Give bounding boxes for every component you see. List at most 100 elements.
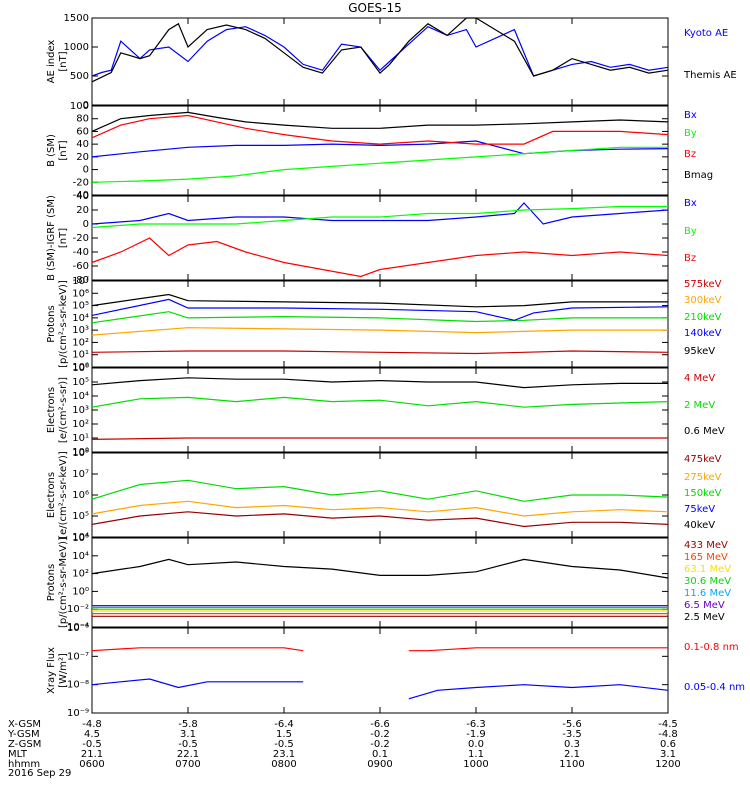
x-row-value: -6.4 [274, 719, 294, 730]
y-tick-label: 10² [72, 569, 89, 580]
legend-label: 95keV [684, 346, 715, 357]
y-axis-label: [e/(cm²-s-sr)] [58, 377, 69, 443]
date-label: 2016 Sep 29 [8, 768, 71, 779]
x-axis: X-GSM -4.8 -5.8 -6.4 -6.6 -6.3 -5.6 -4.5 Y-GSM 4.… [7, 719, 681, 770]
x-row-value: -5.8 [178, 719, 198, 730]
x-row-value: 0600 [79, 759, 104, 770]
series-line [91, 377, 668, 389]
x-row-value: -4.5 [658, 719, 678, 730]
x-row-value: 0.6 [660, 739, 676, 750]
y-tick-label: -40 [73, 190, 89, 201]
x-row-value: 3.1 [180, 729, 196, 740]
legend-label: 275keV [684, 472, 722, 483]
x-row-label: hhmm [8, 759, 40, 770]
legend-label: 475keV [684, 454, 722, 465]
x-row-value: 0.1 [372, 749, 388, 760]
series-line [91, 350, 669, 355]
panel-electrons-mev: 10⁰ 10¹ 10² 10³ 10⁴ 10⁵ 10⁶ Electrons [e/(cm²-s-… [46, 363, 725, 458]
y-axis-label: Protons [46, 564, 57, 601]
y-tick-label: 0 [83, 100, 89, 111]
series-line [91, 17, 669, 83]
y-axis-label: AE index [46, 40, 57, 84]
y-tick-label: 80 [76, 114, 89, 125]
series-line [91, 114, 669, 145]
legend-label: 140keV [684, 328, 722, 339]
y-tick-label: 10⁵ [72, 301, 89, 312]
x-row-value: 0.3 [564, 739, 580, 750]
x-row-value: 2.1 [564, 749, 580, 760]
y-tick-label: 500 [70, 71, 89, 82]
y-tick-label: 10⁶ [72, 490, 89, 501]
y-tick-label: 10⁸ [72, 448, 89, 459]
x-row-value: 1000 [463, 759, 488, 770]
y-axis-label: Electrons [46, 387, 57, 433]
legend-label: 300keV [684, 295, 722, 306]
legend-label: Kyoto AE [684, 28, 728, 39]
legend-label: 210keV [684, 312, 722, 323]
y-axis-label: [nT] [58, 228, 69, 248]
panel-bigrf: -80 -60 -40 -20 0 20 40 B (SM)-IGRF (SM) [nT] Bx B… [46, 191, 697, 286]
series-line [91, 396, 669, 408]
x-row-value: 21.1 [81, 749, 103, 760]
y-tick-label: 10⁻⁹ [67, 708, 89, 719]
series-line [91, 111, 669, 132]
x-row-value: 1.5 [276, 729, 292, 740]
y-tick-label: 10⁶ [72, 533, 89, 544]
panel-xray: 10⁻⁹ 10⁻⁸ 10⁻⁷ 10⁻⁶ Xray Flux [W/m²] 0.1-0.8 n… [46, 623, 745, 719]
y-tick-label: -80 [73, 275, 89, 286]
series-line [91, 479, 669, 502]
y-tick-label: 1000 [64, 42, 89, 53]
series-line [91, 647, 668, 652]
y-tick-label: 10⁴ [72, 391, 89, 402]
y-tick-label: 40 [76, 139, 89, 150]
series-line [91, 500, 669, 517]
series-line [91, 437, 668, 440]
y-axis-label: [p/(cm²-s-sr-keV)] [58, 280, 69, 368]
y-tick-label: 10⁷ [72, 469, 89, 480]
y-tick-label: 10² [72, 337, 89, 348]
x-row-value: 1.1 [468, 749, 484, 760]
x-row-value: 1200 [655, 759, 680, 770]
y-tick-label: 10⁻⁸ [67, 680, 89, 691]
legend-label: Bz [684, 253, 696, 264]
x-row-label: Z-GSM [8, 739, 41, 750]
y-tick-label: 10³ [72, 325, 89, 336]
y-tick-label: 20 [76, 152, 89, 163]
series-line [91, 140, 669, 158]
x-row-value: -1.9 [466, 729, 486, 740]
legend-label: 4 MeV [684, 373, 715, 384]
x-row-value: -0.2 [370, 739, 390, 750]
y-axis-label: [nT] [58, 51, 69, 71]
x-row-value: 0800 [271, 759, 296, 770]
x-row-value: 23.1 [273, 749, 295, 760]
panel-electrons-kev: 10⁴ 10⁵ 10⁶ 10⁷ 10⁸ Electrons [e/(cm²-s-sr-keV… [46, 448, 722, 543]
series-line [91, 202, 669, 225]
y-tick-label: 10⁰ [72, 447, 89, 458]
series-line [91, 311, 668, 324]
y-tick-label: 10¹ [72, 433, 89, 444]
panel-ae: 0 500 1000 1500 AE index [nT] Kyoto AE Themis A… [46, 13, 737, 111]
legend-label: 0.05-0.4 nm [684, 682, 745, 693]
x-row-value: 3.1 [660, 749, 676, 760]
legend-label: Bx [684, 198, 697, 209]
y-tick-label: 10⁴ [72, 551, 89, 562]
legend-label: 63.1 MeV [684, 564, 731, 575]
y-tick-label: 10⁻⁶ [67, 623, 89, 634]
y-axis-label: [W/m²] [58, 653, 69, 688]
legend-label: 11.6 MeV [684, 588, 731, 599]
x-row-value: -3.5 [562, 729, 582, 740]
y-axis-label: Protons [46, 305, 57, 342]
y-tick-label: 10⁵ [72, 511, 89, 522]
legend-label: 433 MeV [684, 540, 728, 551]
y-tick-label: 10³ [72, 405, 89, 416]
series-line [91, 205, 668, 229]
y-tick-label: 10⁻² [67, 604, 89, 615]
legend-label: 0.1-0.8 nm [684, 642, 739, 653]
x-row-value: -6.6 [370, 719, 390, 730]
legend-label: Bmag [684, 170, 713, 181]
series-line [91, 293, 668, 308]
y-axis-label: B (SM) [46, 134, 57, 167]
y-axis-label: [e/(cm²-s-sr-keV)] [58, 451, 69, 539]
